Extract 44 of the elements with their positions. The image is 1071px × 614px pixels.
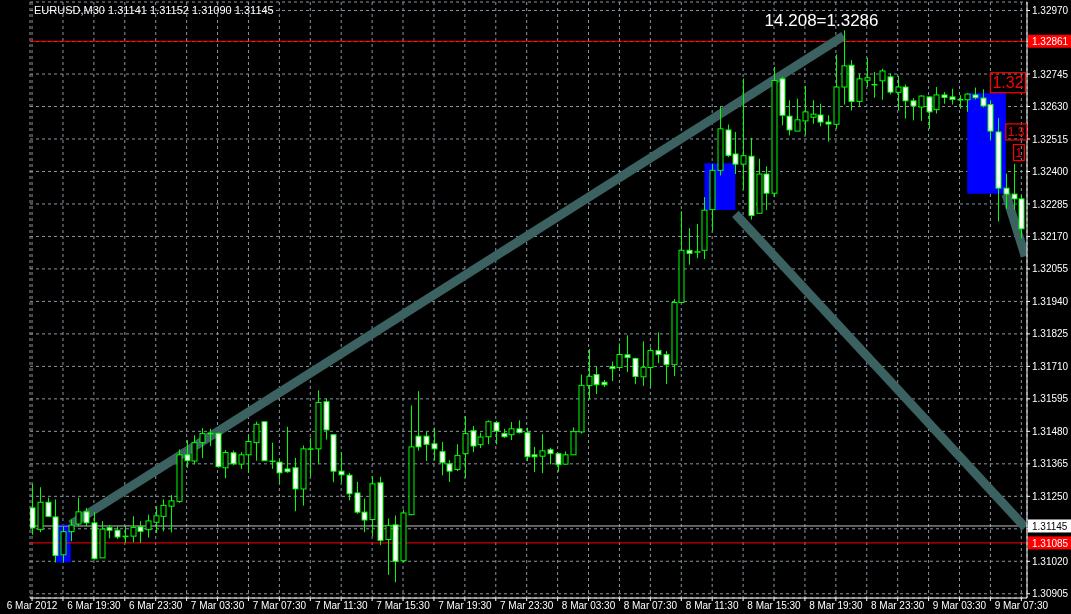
x-tick-label: 7 Mar 23:30 <box>500 600 554 612</box>
annotation: 1 <box>1015 145 1023 160</box>
y-tick-label: 1.32400 <box>1032 166 1069 178</box>
chart-title: EURUSD,M30 1.31141 1.31152 1.31090 1.31145 <box>34 4 274 16</box>
candlestick <box>439 441 446 476</box>
x-tick-label: 6 Mar 2012 <box>6 600 58 612</box>
x-tick-label: 8 Mar 15:30 <box>747 600 802 612</box>
x-tick-label: 7 Mar 19:30 <box>438 600 492 612</box>
y-tick-label: 1.32745 <box>1032 68 1069 80</box>
ref-line-label: 1.31145 <box>1032 520 1068 532</box>
x-tick-label: 7 Mar 07:30 <box>252 600 307 612</box>
annotation: 1.3 <box>1007 125 1025 140</box>
x-tick-label: 8 Mar 03:30 <box>561 600 616 612</box>
x-tick-label: 9 Mar 03:30 <box>932 600 987 612</box>
ref-line-label: 1.32861 <box>1032 36 1069 48</box>
y-tick-label: 1.32515 <box>1032 133 1069 145</box>
x-tick-label: 8 Mar 11:30 <box>685 600 739 612</box>
annotation: 1.32 <box>992 74 1024 92</box>
y-tick-label: 1.32055 <box>1032 263 1069 275</box>
x-tick-label: 6 Mar 19:30 <box>67 600 122 612</box>
y-tick-label: 1.32285 <box>1032 198 1069 210</box>
y-tick-label: 1.32630 <box>1032 101 1069 113</box>
ref-line-label: 1.31085 <box>1032 537 1069 549</box>
x-tick-label: 8 Mar 23:30 <box>870 600 925 612</box>
y-tick-label: 1.32970 <box>1032 5 1069 17</box>
x-tick-label: 7 Mar 03:30 <box>190 600 245 612</box>
x-tick-label: 7 Mar 15:30 <box>376 600 431 612</box>
y-tick-label: 1.31365 <box>1032 458 1069 470</box>
x-tick-label: 7 Mar 11:30 <box>314 600 368 612</box>
annotation: 14.208=1.3286 <box>764 10 879 30</box>
y-tick-label: 1.31825 <box>1032 328 1069 340</box>
candlestick <box>871 71 878 99</box>
y-tick-label: 1.30905 <box>1032 588 1069 600</box>
y-tick-label: 1.31710 <box>1032 360 1069 372</box>
x-tick-label: 6 Mar 23:30 <box>129 600 183 612</box>
y-tick-label: 1.31480 <box>1032 425 1069 437</box>
x-tick-label: 8 Mar 07:30 <box>623 600 678 612</box>
y-tick-label: 1.31250 <box>1032 490 1069 502</box>
x-tick-label: 8 Mar 19:30 <box>809 600 863 612</box>
y-tick-label: 1.31595 <box>1032 393 1069 405</box>
y-tick-label: 1.31940 <box>1032 295 1069 307</box>
y-tick-label: 1.32170 <box>1032 231 1069 242</box>
x-tick-label: 9 Mar 07:30 <box>994 600 1049 612</box>
y-tick-label: 1.31020 <box>1032 555 1069 567</box>
